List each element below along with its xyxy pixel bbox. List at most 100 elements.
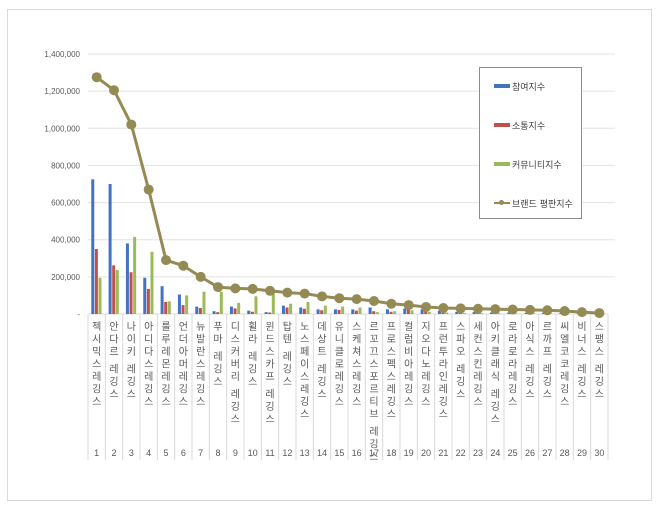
bar — [195, 306, 199, 314]
bar — [316, 309, 320, 314]
x-rank-label: 23 — [473, 448, 483, 458]
bar — [389, 311, 393, 314]
x-rank-label: 1 — [94, 448, 99, 458]
y-tick-label: 800,000 — [51, 161, 80, 170]
line-marker — [334, 293, 345, 304]
line-marker — [473, 303, 483, 314]
line-marker — [490, 304, 501, 315]
line-marker — [299, 288, 310, 299]
bar — [281, 305, 285, 314]
bar — [254, 296, 258, 314]
line-marker — [282, 287, 293, 298]
x-rank-label: 22 — [456, 448, 466, 458]
x-rank-label: 21 — [438, 448, 448, 458]
x-rank-label: 24 — [490, 448, 500, 458]
bar — [358, 307, 362, 314]
x-rank-label: 14 — [317, 448, 327, 458]
bar — [368, 307, 372, 314]
bar — [420, 309, 424, 314]
legend-item-community: 커뮤니티지수 — [494, 157, 562, 171]
line-marker — [421, 301, 431, 312]
line-marker — [559, 306, 570, 317]
y-tick-label: 1,200,000 — [44, 87, 80, 96]
legend-label: 참여지수 — [512, 82, 546, 93]
bar — [372, 311, 376, 314]
legend-label: 브랜드 평판지수 — [512, 199, 573, 210]
bar — [403, 308, 407, 314]
line-marker — [213, 282, 223, 293]
bar — [489, 312, 493, 314]
x-rank-label: 25 — [508, 448, 518, 458]
chart-legend: 참여지수 소통지수 커뮤니티지수 브랜드 평판지수 — [479, 67, 582, 219]
x-rank-label: 15 — [334, 448, 344, 458]
x-rank-label: 2 — [111, 448, 116, 458]
bar — [479, 313, 483, 314]
legend-label: 소통지수 — [512, 121, 546, 132]
x-rank-label: 19 — [404, 448, 414, 458]
bar — [237, 302, 241, 314]
bar — [112, 265, 116, 314]
bar — [150, 251, 154, 314]
bar — [164, 301, 168, 314]
legend-item-communication: 소통지수 — [494, 118, 545, 132]
bar — [212, 311, 216, 314]
bar — [91, 179, 95, 314]
y-tick-label: 1,400,000 — [44, 50, 80, 59]
bar — [250, 311, 254, 314]
bar — [375, 312, 379, 314]
x-rank-label: 5 — [163, 448, 168, 458]
x-rank-label: 28 — [560, 448, 570, 458]
line-marker — [161, 255, 171, 266]
line-marker — [317, 291, 327, 302]
bar — [462, 312, 466, 314]
bar — [455, 311, 459, 314]
bar — [94, 249, 98, 314]
y-tick-label: 600,000 — [51, 199, 80, 208]
x-rank-label: 4 — [146, 448, 151, 458]
line-marker — [109, 85, 119, 96]
bar — [406, 309, 410, 314]
bar — [129, 272, 133, 314]
bar — [115, 269, 119, 314]
y-tick-label: - — [77, 310, 80, 319]
bar — [247, 310, 251, 314]
x-rank-label: 3 — [129, 448, 134, 458]
bar — [177, 294, 181, 314]
line-marker — [438, 303, 449, 314]
bar — [337, 309, 341, 314]
bar — [133, 236, 137, 314]
bar — [233, 308, 237, 314]
x-rank-label: 20 — [421, 448, 431, 458]
x-rank-label: 10 — [248, 448, 258, 458]
legend-line-marker-icon — [494, 200, 510, 205]
line-marker — [195, 271, 206, 282]
bar — [271, 292, 275, 314]
bar — [323, 305, 327, 314]
bar — [285, 307, 289, 314]
bar — [202, 291, 206, 314]
legend-item-participation: 참여지수 — [494, 79, 545, 93]
x-rank-label: 6 — [181, 448, 186, 458]
line-marker — [247, 283, 258, 294]
x-rank-label: 29 — [577, 448, 587, 458]
bar — [302, 308, 306, 314]
line-marker — [525, 304, 535, 315]
legend-item-brand-reputation: 브랜드 평판지수 — [494, 196, 573, 210]
bar — [441, 312, 445, 314]
